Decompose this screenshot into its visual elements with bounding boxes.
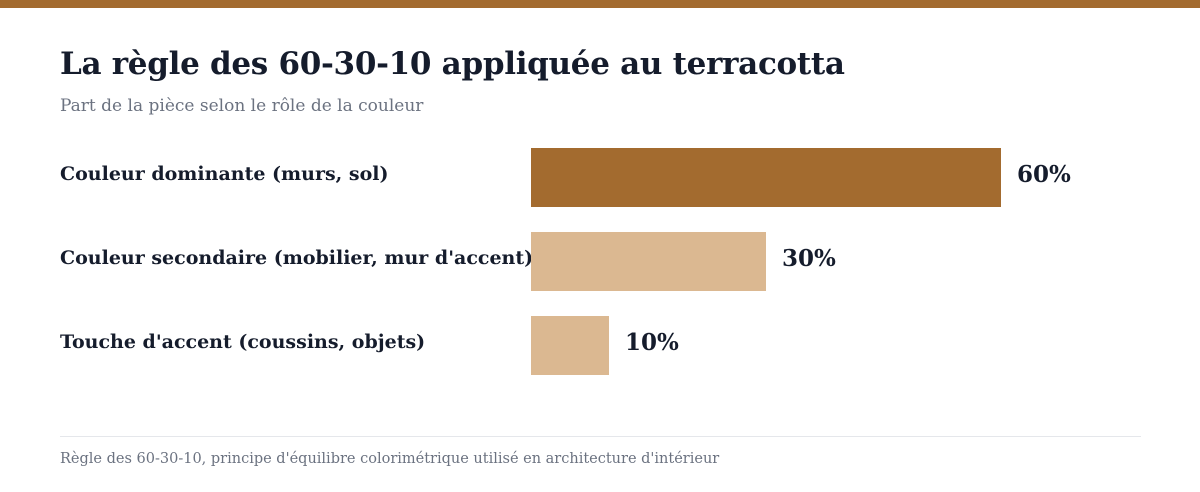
footer-divider bbox=[60, 436, 1141, 437]
category-label: Touche d'accent (coussins, objets) bbox=[60, 331, 426, 353]
bar bbox=[531, 316, 609, 375]
value-label: 10% bbox=[625, 329, 679, 356]
category-label: Couleur dominante (murs, sol) bbox=[60, 163, 389, 185]
chart-title: La règle des 60-30-10 appliquée au terra… bbox=[60, 46, 845, 82]
chart-subtitle: Part de la pièce selon le rôle de la cou… bbox=[60, 96, 424, 116]
value-label: 30% bbox=[782, 245, 836, 272]
top-accent-bar bbox=[0, 0, 1200, 8]
bar bbox=[531, 232, 766, 291]
value-label: 60% bbox=[1017, 161, 1071, 188]
source-note: Règle des 60-30-10, principe d'équilibre… bbox=[60, 451, 720, 467]
bar bbox=[531, 148, 1001, 207]
category-label: Couleur secondaire (mobilier, mur d'acce… bbox=[60, 247, 534, 269]
